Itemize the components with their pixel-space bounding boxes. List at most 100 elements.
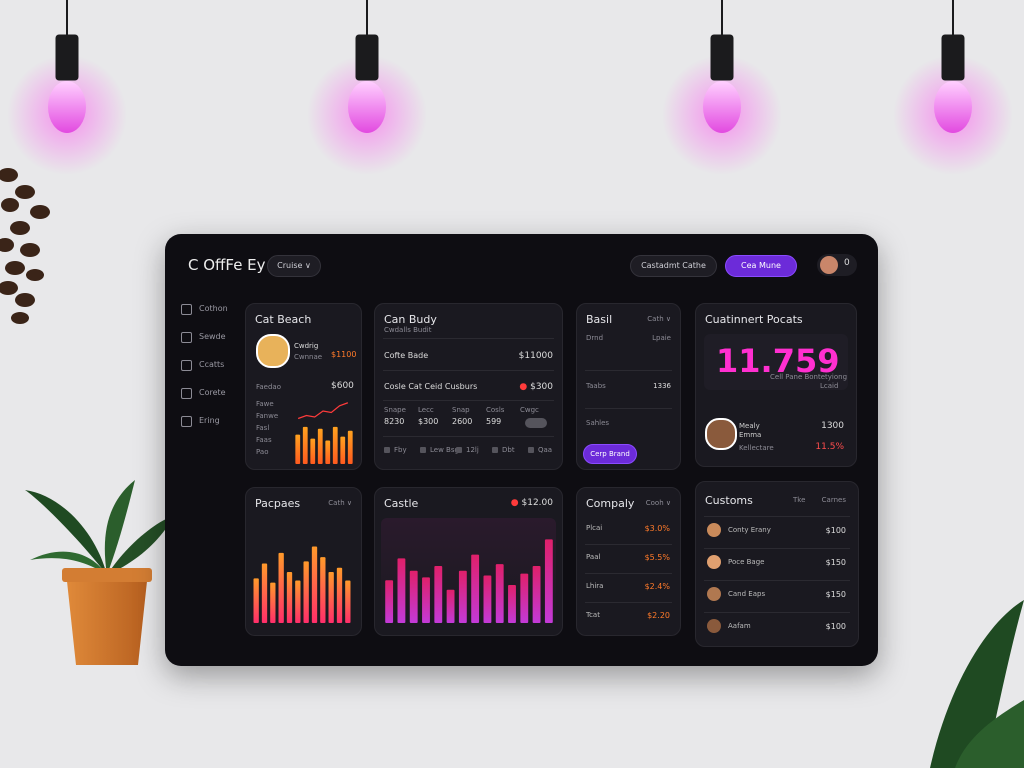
divider [585,544,672,545]
amount: $1100 [331,350,357,359]
row-value: Lpaie [652,334,671,342]
footer-icon [492,447,498,453]
divider [704,516,850,517]
footer-item: Dbt [502,446,515,454]
bar [320,557,326,623]
coffee-beans [0,168,50,324]
footer-item: 12lj [466,446,479,454]
change: 11.5% [815,442,844,452]
footer-icon [456,447,462,453]
footer-icon [420,447,426,453]
logo: C OffFe Ey [188,256,266,274]
bar [446,589,455,623]
bar [317,428,323,464]
menu[interactable]: Cath ∨ [328,499,352,507]
divider [704,612,850,613]
button[interactable]: Cerp Brand [583,444,637,464]
row-label: Taabs [586,382,606,390]
card-customs: Customs Tke Carnes Conty Erany $100 Poce B… [695,481,859,647]
column-label: Cwgc [520,406,539,414]
row-label: Lhira [586,582,604,590]
bar [520,573,529,623]
card-title: Can Budy [384,313,437,326]
bar [544,539,553,623]
label: Faas [256,436,272,444]
menu[interactable]: Cath ∨ [647,315,671,323]
bar [483,575,492,623]
nav-item: Cothon [199,304,228,313]
nav-icon [181,332,192,343]
customer-value: $150 [825,590,846,599]
footer-item: Qaa [538,446,553,454]
row-label: Cosle Cat Ceid Cusburs [384,382,478,391]
big-number: 11.759 [716,342,840,380]
nav-item: Ering [199,416,220,425]
row-label: Plcai [586,524,603,532]
nav-icon [181,304,192,315]
divider [585,573,672,574]
bar [270,582,276,623]
menu-label: Cath [647,315,664,323]
toggle[interactable] [525,418,547,428]
role: Cwnnae [294,353,323,361]
bar [495,564,504,623]
name: Cwdrig [294,342,319,350]
card-budget: Can Budy Cwdalls Budit Cofte Bade $11000… [374,303,563,470]
nav-item: Corete [199,388,226,397]
avatar [707,555,721,569]
column-value: 2600 [452,417,473,426]
menu-label: Cath [328,499,345,507]
bar [325,440,331,464]
card-title: Customs [705,494,753,507]
column-value: 599 [486,417,502,426]
dropdown[interactable]: Cruise ∨ [267,255,321,277]
line-chart [297,402,349,420]
bar [336,567,343,623]
highlight [704,334,848,390]
card-title: Castle [384,497,419,510]
bar [328,572,334,623]
card-castle: Castle ● $12.00 [374,487,563,636]
bar [345,580,351,623]
column-label: Lecc [418,406,434,414]
bar [340,436,346,464]
bar [310,438,316,464]
bar [286,572,293,623]
column-label: Snap [452,406,470,414]
row-label: Paal [586,553,601,561]
bar [458,570,467,623]
divider [585,602,672,603]
card-beach: Cat Beach Cwdrig Cwnnae $1100 Faedao $60… [245,303,362,470]
customer-value: $100 [825,622,846,631]
card-title: Cat Beach [255,313,312,326]
bar [409,570,418,623]
bar-chart [253,546,351,623]
footer-icon [528,447,534,453]
primary-button[interactable]: Cea Mune [725,255,797,277]
column-header: Tke [793,496,806,504]
bar-chart [385,539,553,623]
divider [704,580,850,581]
row-label: Cofte Bade [384,351,429,360]
footer-icon [384,447,390,453]
column-label: Cosls [486,406,505,414]
line [297,402,349,420]
value: $300 [530,382,553,392]
lamps [7,0,1013,175]
card-purchases: Pacpaes Cath ∨ [245,487,362,636]
label: Fawe [256,400,274,408]
menu[interactable]: Cooh ∨ [645,499,671,507]
row-label: Drnd [586,334,604,342]
customer-value: $150 [825,558,846,567]
search[interactable]: Castadmt Cathe [630,255,717,277]
last-name: Emma [739,431,762,439]
card-basil: Basil Cath ∨ Drnd Lpaie Taabs 1336 Sahle… [576,303,681,470]
row-value: $3.0% [644,524,670,533]
nav-icon [181,360,192,371]
value: 1300 [821,421,844,431]
card-title: Pacpaes [255,497,301,510]
column-value: 8230 [384,417,405,426]
role: Kellectare [739,444,774,452]
